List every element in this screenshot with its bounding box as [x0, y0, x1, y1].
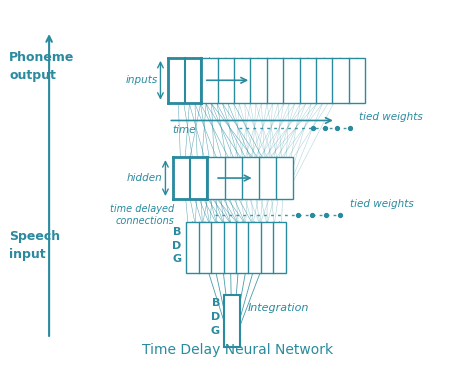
Text: Phoneme
output: Phoneme output — [10, 51, 75, 82]
Bar — [224, 295, 239, 347]
Text: Integration: Integration — [248, 303, 308, 313]
Bar — [173, 157, 292, 199]
Bar — [168, 58, 365, 102]
Text: B: B — [211, 298, 219, 308]
Text: D: D — [210, 312, 219, 322]
Text: time delayed
connections: time delayed connections — [110, 205, 174, 226]
Text: G: G — [210, 326, 219, 336]
Bar — [186, 222, 285, 273]
Text: time: time — [172, 125, 196, 135]
Text: G: G — [172, 255, 181, 265]
Text: Time Delay Neural Network: Time Delay Neural Network — [142, 343, 333, 357]
Text: Speech
input: Speech input — [10, 230, 60, 260]
Text: tied weights: tied weights — [359, 112, 422, 122]
Text: inputs: inputs — [125, 75, 157, 85]
Text: hidden: hidden — [127, 173, 162, 183]
Text: B: B — [173, 227, 181, 237]
Text: tied weights: tied weights — [349, 199, 413, 209]
Text: D: D — [172, 240, 181, 250]
